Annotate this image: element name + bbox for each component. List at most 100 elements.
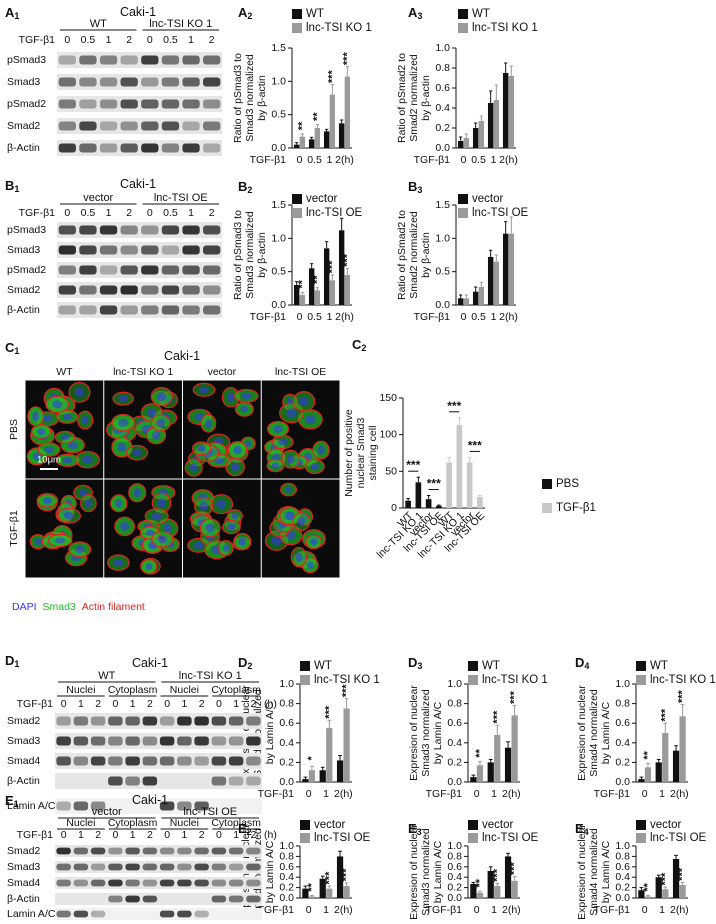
blot-band bbox=[108, 847, 123, 855]
lane-label: 0 bbox=[216, 698, 222, 710]
nucleus bbox=[231, 512, 239, 519]
lane-label: 2 bbox=[95, 829, 101, 841]
x-tick-label: 1 bbox=[327, 311, 333, 323]
blot-band bbox=[194, 863, 209, 871]
blot-band bbox=[246, 736, 261, 746]
blot-strip bbox=[57, 282, 222, 298]
y-tick-label: 1.0 bbox=[615, 678, 630, 690]
panel-letter: D bbox=[238, 655, 247, 670]
significance: ** bbox=[642, 882, 654, 891]
y-axis-label: Ratio of pSmad2 to bbox=[396, 210, 408, 300]
bar bbox=[308, 268, 315, 305]
blot-band bbox=[246, 863, 261, 871]
blot-title: Caki-1 bbox=[132, 793, 168, 807]
y-tick-label: 0.4 bbox=[447, 737, 462, 749]
bar bbox=[672, 750, 680, 782]
panel-label: D1 bbox=[5, 653, 19, 670]
lane-label: 2 bbox=[126, 34, 132, 46]
x-tick-label: 1 bbox=[491, 788, 497, 800]
bar bbox=[308, 770, 316, 782]
panel-label: E3 bbox=[408, 821, 422, 838]
significance: *** bbox=[491, 868, 503, 882]
row-label: Smad3 bbox=[7, 735, 40, 747]
blot-band bbox=[108, 776, 123, 786]
y-tick-label: 1.0 bbox=[271, 232, 286, 244]
nucleus bbox=[297, 517, 305, 527]
nucleus bbox=[317, 445, 325, 455]
nucleus bbox=[222, 544, 230, 552]
significance: *** bbox=[427, 477, 441, 491]
x-tick-label: 2(h) bbox=[670, 904, 689, 916]
blot-band bbox=[182, 245, 200, 255]
nucleus bbox=[273, 425, 283, 433]
nucleus bbox=[42, 496, 52, 504]
row-label: β-Actin bbox=[7, 893, 40, 905]
legend-swatch bbox=[468, 661, 478, 671]
lane-label: 2 bbox=[199, 698, 205, 710]
y-tick-label: 1.0 bbox=[435, 42, 450, 54]
y-tick-label: 0 bbox=[391, 502, 397, 514]
blot-band bbox=[79, 121, 97, 131]
blot-strip bbox=[57, 52, 222, 68]
significance: *** bbox=[509, 862, 521, 876]
x-tick-label: 2(h) bbox=[334, 904, 353, 916]
blot-band bbox=[58, 143, 76, 153]
panel-subscript: 4 bbox=[584, 661, 589, 671]
blot-band bbox=[120, 143, 138, 153]
blot-band bbox=[58, 121, 76, 131]
panel-subscript: 1 bbox=[14, 659, 19, 669]
blot-band bbox=[211, 895, 227, 903]
legend-label: lnc-TSI OE bbox=[472, 207, 529, 219]
bar bbox=[472, 128, 479, 148]
nucleus bbox=[310, 538, 318, 546]
legend-label: lnc-TSI KO 1 bbox=[472, 22, 538, 34]
blot-band bbox=[142, 716, 158, 726]
y-axis-label: Ratio of pSmad3 to bbox=[232, 210, 244, 300]
bar bbox=[405, 500, 411, 508]
y-axis-label: Expresion of nuclear bbox=[576, 824, 588, 920]
bar bbox=[511, 715, 518, 782]
bar bbox=[314, 290, 321, 305]
panel-subscript: 3 bbox=[417, 185, 422, 195]
blot-band bbox=[211, 847, 227, 855]
bar bbox=[343, 708, 350, 782]
group-label: lnc-TSI KO 1 bbox=[149, 18, 212, 30]
y-tick-label: 0.6 bbox=[615, 717, 630, 729]
bar bbox=[466, 462, 473, 508]
blot-band bbox=[177, 716, 192, 726]
lane-label: 1 bbox=[106, 34, 112, 46]
group-label: lnc-TSI KO 1 bbox=[179, 670, 242, 682]
lane-label: 1 bbox=[233, 698, 239, 710]
legend-swatch bbox=[636, 820, 646, 830]
nucleus bbox=[36, 428, 46, 435]
blot-band bbox=[125, 863, 140, 871]
significance: *** bbox=[447, 399, 461, 413]
lane-label: 0 bbox=[147, 207, 153, 219]
blot-band bbox=[79, 225, 97, 235]
blot-band bbox=[177, 863, 192, 871]
legend-label: WT bbox=[306, 8, 324, 20]
legend-swatch bbox=[300, 675, 310, 685]
bar bbox=[662, 733, 669, 782]
scale-bar-label: 10μm bbox=[37, 455, 61, 466]
nucleus bbox=[60, 434, 70, 441]
blot-band bbox=[246, 756, 261, 766]
stain-legend: Actin filament bbox=[82, 601, 145, 613]
blot-band bbox=[142, 756, 158, 766]
nucleus bbox=[157, 498, 166, 508]
blot-band bbox=[125, 776, 140, 786]
blot-band bbox=[182, 121, 200, 131]
blot-band bbox=[182, 265, 200, 275]
y-tick-label: 0.5 bbox=[271, 109, 286, 121]
x-tick-label: 1 bbox=[323, 788, 329, 800]
nucleus bbox=[271, 535, 282, 546]
blot-band bbox=[182, 77, 200, 87]
panel-letter: A bbox=[408, 5, 418, 20]
y-tick-label: 0.6 bbox=[279, 717, 294, 729]
y-tick-label: 150 bbox=[379, 392, 397, 404]
blot-band bbox=[211, 736, 227, 746]
blot-band bbox=[161, 121, 180, 131]
lane-label: 0 bbox=[164, 698, 170, 710]
legend-label: vector bbox=[650, 819, 681, 831]
legend-label: WT bbox=[482, 660, 500, 672]
